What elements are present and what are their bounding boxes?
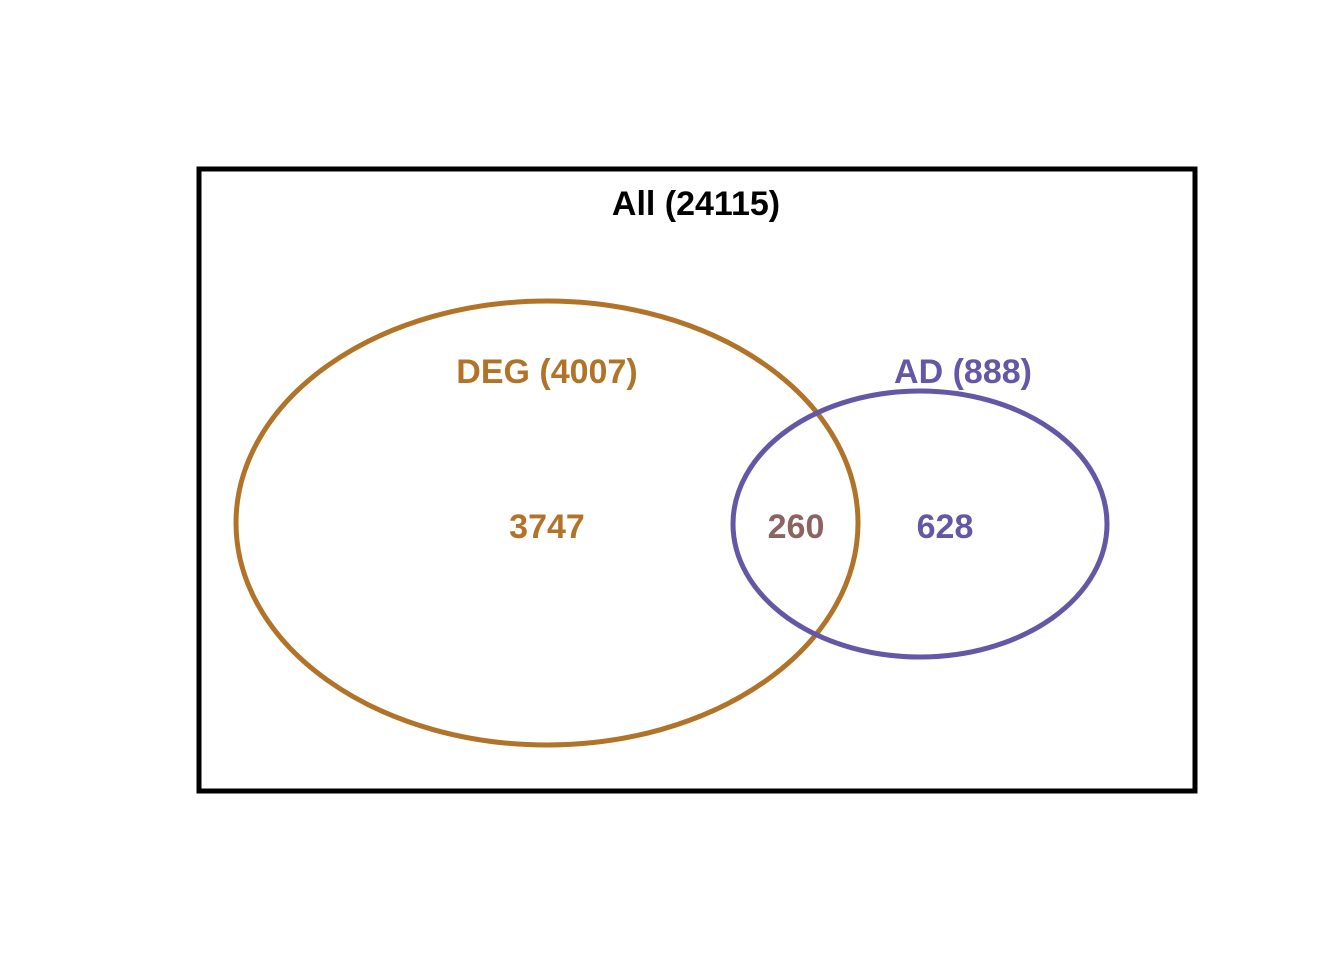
ad-only-count: 628 (917, 508, 974, 546)
deg-ellipse (233, 298, 861, 748)
deg-only-count: 3747 (509, 508, 585, 546)
ad-label: AD (888) (894, 353, 1032, 391)
deg-label: DEG (4007) (456, 353, 637, 391)
intersection-count: 260 (768, 508, 825, 546)
universe-box (196, 166, 1198, 794)
universe-label: All (24115) (612, 185, 780, 223)
ad-ellipse (730, 388, 1110, 660)
